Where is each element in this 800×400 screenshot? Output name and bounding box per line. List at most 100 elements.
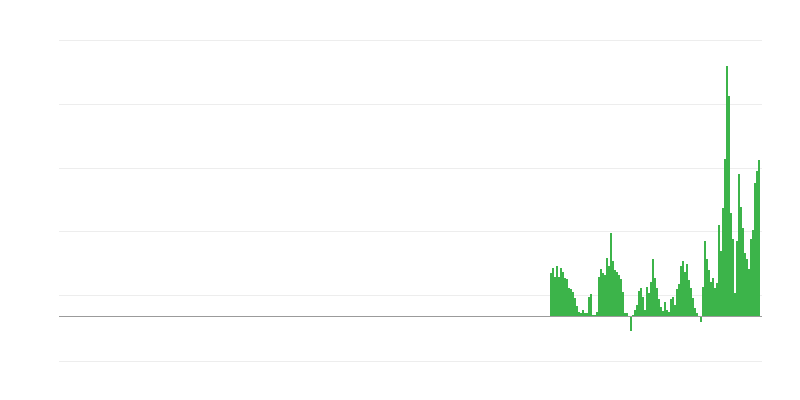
bar xyxy=(700,317,702,323)
gridline xyxy=(59,168,762,169)
bar xyxy=(670,299,672,316)
bar xyxy=(662,310,664,316)
bar xyxy=(692,298,694,316)
bar xyxy=(622,291,624,316)
bar xyxy=(586,313,588,316)
bar xyxy=(568,288,570,316)
bar xyxy=(684,271,686,316)
bar xyxy=(626,313,628,316)
bar xyxy=(704,241,706,316)
bar xyxy=(726,65,728,316)
bar xyxy=(642,296,644,316)
bar xyxy=(650,281,652,316)
bar xyxy=(748,269,750,316)
bar xyxy=(592,314,594,316)
bar xyxy=(584,313,586,316)
bar xyxy=(574,298,576,316)
bar xyxy=(614,270,616,316)
bar xyxy=(616,271,618,316)
bar xyxy=(572,291,574,316)
bar xyxy=(570,289,572,316)
bar xyxy=(718,224,720,316)
bar xyxy=(734,293,736,316)
bar xyxy=(552,268,554,316)
gridline xyxy=(59,40,762,41)
bar xyxy=(720,251,722,316)
bar xyxy=(754,182,756,316)
bar xyxy=(636,304,638,316)
bar xyxy=(580,313,582,316)
bar xyxy=(602,272,604,316)
bar xyxy=(618,275,620,316)
bar xyxy=(750,238,752,316)
bar xyxy=(668,312,670,316)
gridline xyxy=(59,104,762,105)
bar xyxy=(652,258,654,316)
bar xyxy=(690,288,692,316)
bar xyxy=(644,309,646,316)
bar xyxy=(746,258,748,316)
bar xyxy=(716,282,718,316)
bar xyxy=(710,281,712,316)
bar xyxy=(702,286,704,316)
gridline xyxy=(59,295,762,296)
bar xyxy=(706,258,708,316)
bar xyxy=(678,284,680,316)
bar xyxy=(664,302,666,316)
bar xyxy=(736,241,738,316)
bar xyxy=(604,275,606,316)
bar xyxy=(624,313,626,316)
bar xyxy=(666,309,668,316)
gridline xyxy=(59,361,762,362)
bar xyxy=(620,279,622,316)
bar xyxy=(608,266,610,316)
bar xyxy=(676,289,678,316)
bar xyxy=(708,270,710,316)
bar xyxy=(630,317,632,331)
bar xyxy=(550,272,552,316)
bar xyxy=(554,276,556,316)
bar xyxy=(576,305,578,316)
bar xyxy=(564,277,566,316)
bar xyxy=(600,269,602,316)
bar xyxy=(730,213,732,316)
bar xyxy=(738,173,740,316)
bar xyxy=(582,309,584,316)
bar xyxy=(598,276,600,316)
zero-axis-line xyxy=(59,316,762,317)
bar xyxy=(610,233,612,316)
bar xyxy=(672,296,674,316)
bar xyxy=(674,304,676,316)
bar xyxy=(744,252,746,316)
bar xyxy=(606,257,608,316)
bar xyxy=(634,309,636,316)
bar xyxy=(556,266,558,316)
bar xyxy=(590,294,592,316)
bar xyxy=(752,229,754,316)
bar xyxy=(732,238,734,316)
bar xyxy=(562,271,564,316)
bar xyxy=(656,288,658,316)
bar xyxy=(646,286,648,316)
bar xyxy=(560,268,562,316)
bar xyxy=(722,208,724,316)
bar xyxy=(660,307,662,316)
bar xyxy=(756,171,758,316)
bar xyxy=(712,277,714,316)
bar xyxy=(740,206,742,316)
bar xyxy=(686,263,688,316)
bar xyxy=(578,312,580,316)
bar xyxy=(558,276,560,316)
bar xyxy=(724,158,726,316)
bar xyxy=(682,261,684,316)
bar xyxy=(588,296,590,316)
bar xyxy=(632,314,634,316)
bar xyxy=(638,290,640,316)
bar xyxy=(648,293,650,316)
bar xyxy=(696,313,698,316)
bar xyxy=(728,95,730,316)
bar xyxy=(596,312,598,316)
